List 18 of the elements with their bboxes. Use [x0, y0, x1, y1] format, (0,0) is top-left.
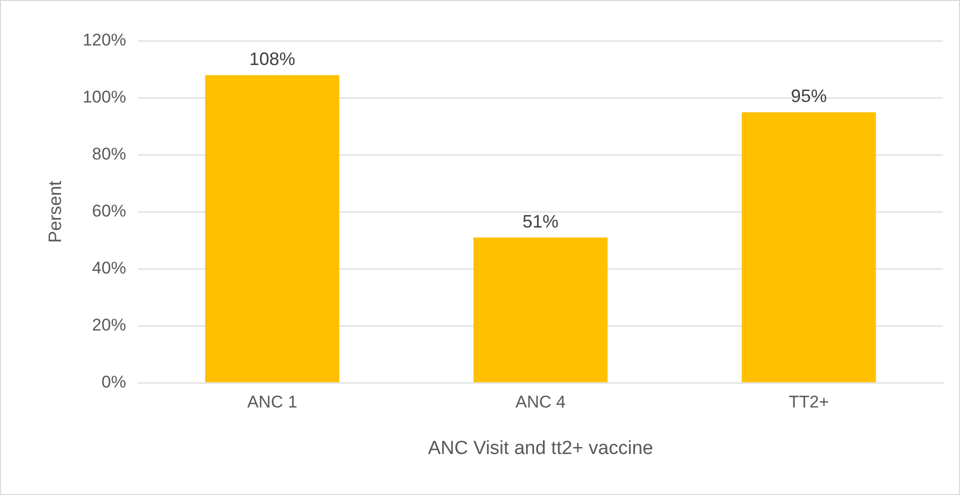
y-tick-label: 0% — [102, 372, 126, 392]
x-tick-label: ANC 1 — [247, 392, 298, 412]
y-tick-label: 20% — [92, 316, 126, 335]
y-tick-label: 120% — [82, 30, 126, 50]
y-tick-label: 40% — [92, 258, 126, 278]
x-tick-label: TT2+ — [788, 392, 829, 412]
y-tick-label: 100% — [82, 88, 126, 107]
y-tick-label: 60% — [92, 202, 126, 221]
data-label: 95% — [790, 86, 827, 106]
data-label: 51% — [522, 212, 559, 232]
y-tick-label: 80% — [92, 144, 126, 164]
y-axis-title: Persent — [44, 180, 65, 243]
bar — [742, 112, 876, 382]
x-axis-title: ANC Visit and tt2+ vaccine — [428, 438, 654, 459]
bar — [205, 75, 340, 382]
data-label: 108% — [249, 49, 296, 70]
bar — [473, 238, 608, 382]
x-tick-label: ANC 4 — [516, 392, 566, 412]
